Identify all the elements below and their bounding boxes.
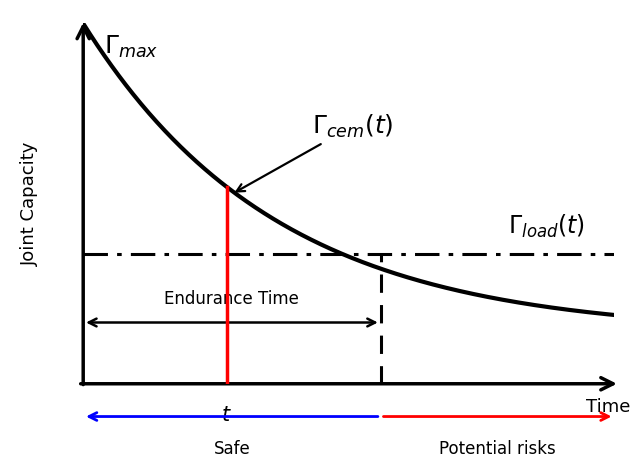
Text: $\Gamma_{max}$: $\Gamma_{max}$ — [104, 34, 159, 60]
Text: Safe: Safe — [214, 440, 250, 458]
Text: Joint Capacity: Joint Capacity — [21, 141, 39, 266]
Text: Time: Time — [586, 398, 630, 416]
Text: Endurance Time: Endurance Time — [164, 290, 300, 308]
Text: Potential risks: Potential risks — [439, 440, 556, 458]
Text: $t$: $t$ — [221, 405, 232, 425]
Text: $\Gamma_{load}(t)$: $\Gamma_{load}(t)$ — [508, 212, 585, 240]
Text: $\Gamma_{cem}(t)$: $\Gamma_{cem}(t)$ — [237, 113, 393, 191]
